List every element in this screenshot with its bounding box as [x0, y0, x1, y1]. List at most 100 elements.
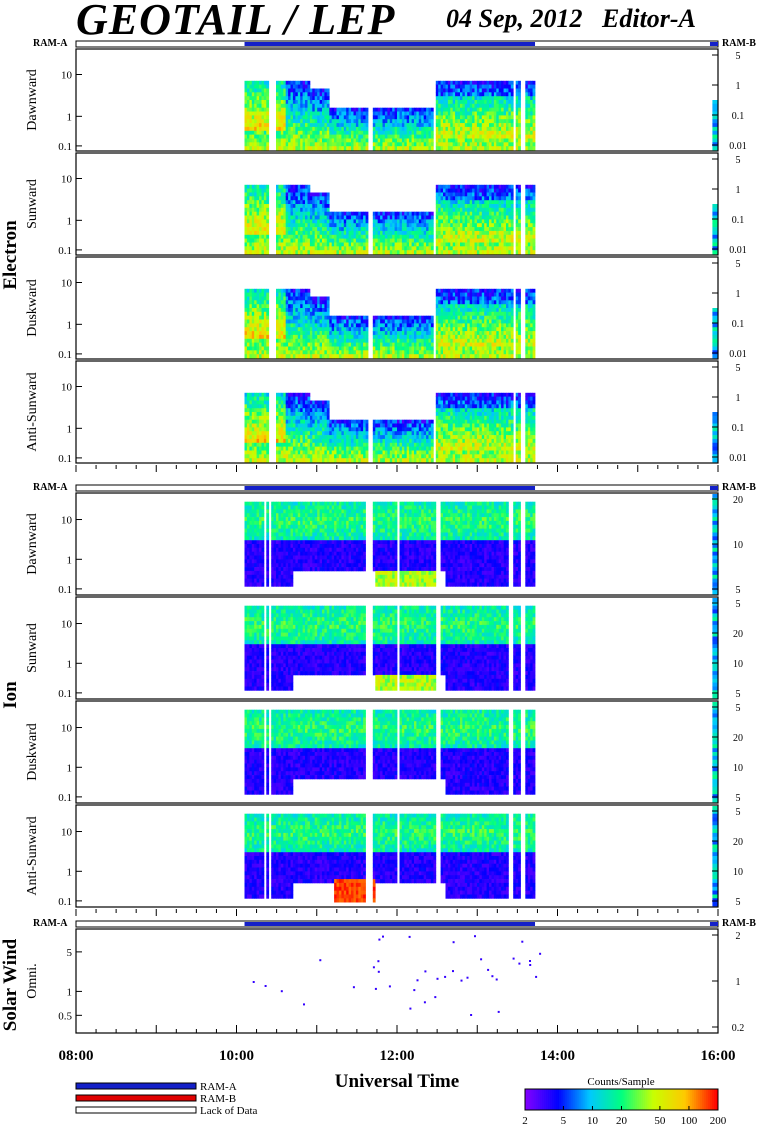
spectrogram-cell [249, 242, 253, 247]
spectrogram-cell [397, 354, 400, 359]
spectrogram-cell [508, 238, 512, 243]
spectrogram-cell [365, 227, 369, 232]
spectrogram-cell [503, 334, 507, 340]
spectrogram-cell [322, 146, 325, 151]
spectrogram-cell [329, 346, 333, 351]
spectrogram-cell [486, 88, 490, 93]
spectrogram-cell [440, 227, 444, 232]
spectrogram-cell [324, 234, 328, 239]
spectrogram-cell [464, 100, 468, 105]
spectrogram-cell [283, 292, 287, 297]
spectrogram-cell [360, 334, 364, 340]
spectrogram-cell [254, 338, 257, 343]
spectrogram-cell [525, 207, 529, 212]
spectrogram-cell [314, 304, 318, 309]
spectrogram-cell [324, 88, 328, 93]
spectrogram-cell [476, 80, 480, 85]
spectrogram-cell [455, 246, 458, 251]
spectrogram-cell [438, 342, 441, 347]
spectrogram-cell [455, 119, 458, 124]
spectrogram-cell [283, 207, 287, 212]
spectrogram-cell [276, 204, 279, 209]
spectrogram-cell [292, 327, 296, 332]
spectrogram-cell [498, 354, 502, 359]
spectrogram-cell [389, 342, 393, 347]
spectrogram-cell [525, 119, 529, 124]
spectrogram-cell [409, 111, 412, 116]
spectrogram-cell [317, 334, 320, 340]
spectrogram-cell [351, 338, 354, 343]
spectrogram-cell [307, 138, 311, 143]
spectrogram-cell [302, 227, 306, 232]
spectrogram-edge-cell [712, 138, 718, 143]
spectrogram-cell [484, 230, 487, 236]
spectrogram-cell [314, 242, 318, 247]
spectrogram-cell [343, 334, 347, 340]
spectrogram-cell [496, 130, 500, 135]
spectrogram-cell [329, 331, 333, 336]
spectrogram-cell [389, 238, 393, 243]
spectrogram-cell [399, 130, 403, 135]
spectrogram-cell [527, 142, 531, 147]
spectrogram-cell [317, 223, 320, 228]
spectrogram-cell [484, 103, 487, 108]
spectrogram-cell [428, 107, 432, 112]
spectrogram-cell [467, 292, 470, 297]
spectrogram-cell [338, 315, 342, 320]
spectrogram-cell [481, 123, 485, 128]
spectrogram-cell [285, 192, 289, 197]
spectrogram-cell [329, 342, 333, 347]
spectrogram-cell [518, 192, 521, 197]
spectrogram-cell [300, 84, 303, 89]
spectrogram-cell [469, 188, 473, 193]
spectrogram-cell [472, 123, 475, 128]
spectrogram-cell [479, 204, 483, 209]
spectrogram-cell [254, 80, 257, 85]
spectrogram-cell [435, 246, 439, 251]
spectrogram-cell [450, 304, 454, 309]
spectrogram-cell [423, 230, 427, 236]
spectrogram-cell [292, 80, 296, 85]
spectrogram-cell [314, 200, 318, 205]
spectrogram-cell [416, 123, 420, 128]
spectrogram-cell [297, 346, 301, 351]
spectrogram-cell [491, 111, 495, 116]
spectrogram-cell [462, 115, 466, 120]
spectrogram-cell [414, 115, 417, 120]
spectrogram-cell [457, 192, 461, 197]
spectrogram-cell [348, 219, 352, 224]
spectrogram-cell [421, 142, 424, 147]
spectrogram-cell [397, 246, 400, 251]
spectrogram-cell [261, 130, 265, 135]
spectrogram-cell [476, 250, 480, 255]
spectrogram-cell [481, 211, 485, 216]
spectrogram-cell [452, 346, 456, 351]
spectrogram-cell [399, 142, 403, 147]
spectrogram-cell [474, 115, 478, 120]
spectrogram-cell [278, 84, 282, 89]
spectrogram-cell [307, 338, 311, 343]
spectrogram-cell [397, 115, 400, 120]
spectrogram-cell [259, 188, 262, 193]
spectrogram-cell [302, 230, 306, 236]
spectrogram-cell [290, 308, 294, 313]
spectrogram-cell [348, 331, 352, 336]
spectrogram-cell [329, 350, 333, 355]
spectrogram-cell [527, 238, 531, 243]
spectrogram-cell [447, 238, 451, 243]
spectrogram-cell [380, 219, 383, 224]
spectrogram-cell [290, 138, 294, 143]
spectrogram-cell [348, 234, 352, 239]
spectrogram-cell [445, 119, 449, 124]
spectrogram-cell [244, 288, 248, 293]
spectrogram-cell [486, 126, 490, 132]
spectrogram-cell [338, 146, 342, 151]
spectrogram-cell [428, 223, 432, 228]
spectrogram-cell [462, 311, 466, 316]
spectrogram-cell [365, 242, 369, 247]
spectrogram-cell [450, 184, 454, 189]
spectrogram-cell [351, 126, 354, 132]
spectrogram-cell [285, 184, 289, 189]
spectrogram-cell [309, 192, 313, 197]
